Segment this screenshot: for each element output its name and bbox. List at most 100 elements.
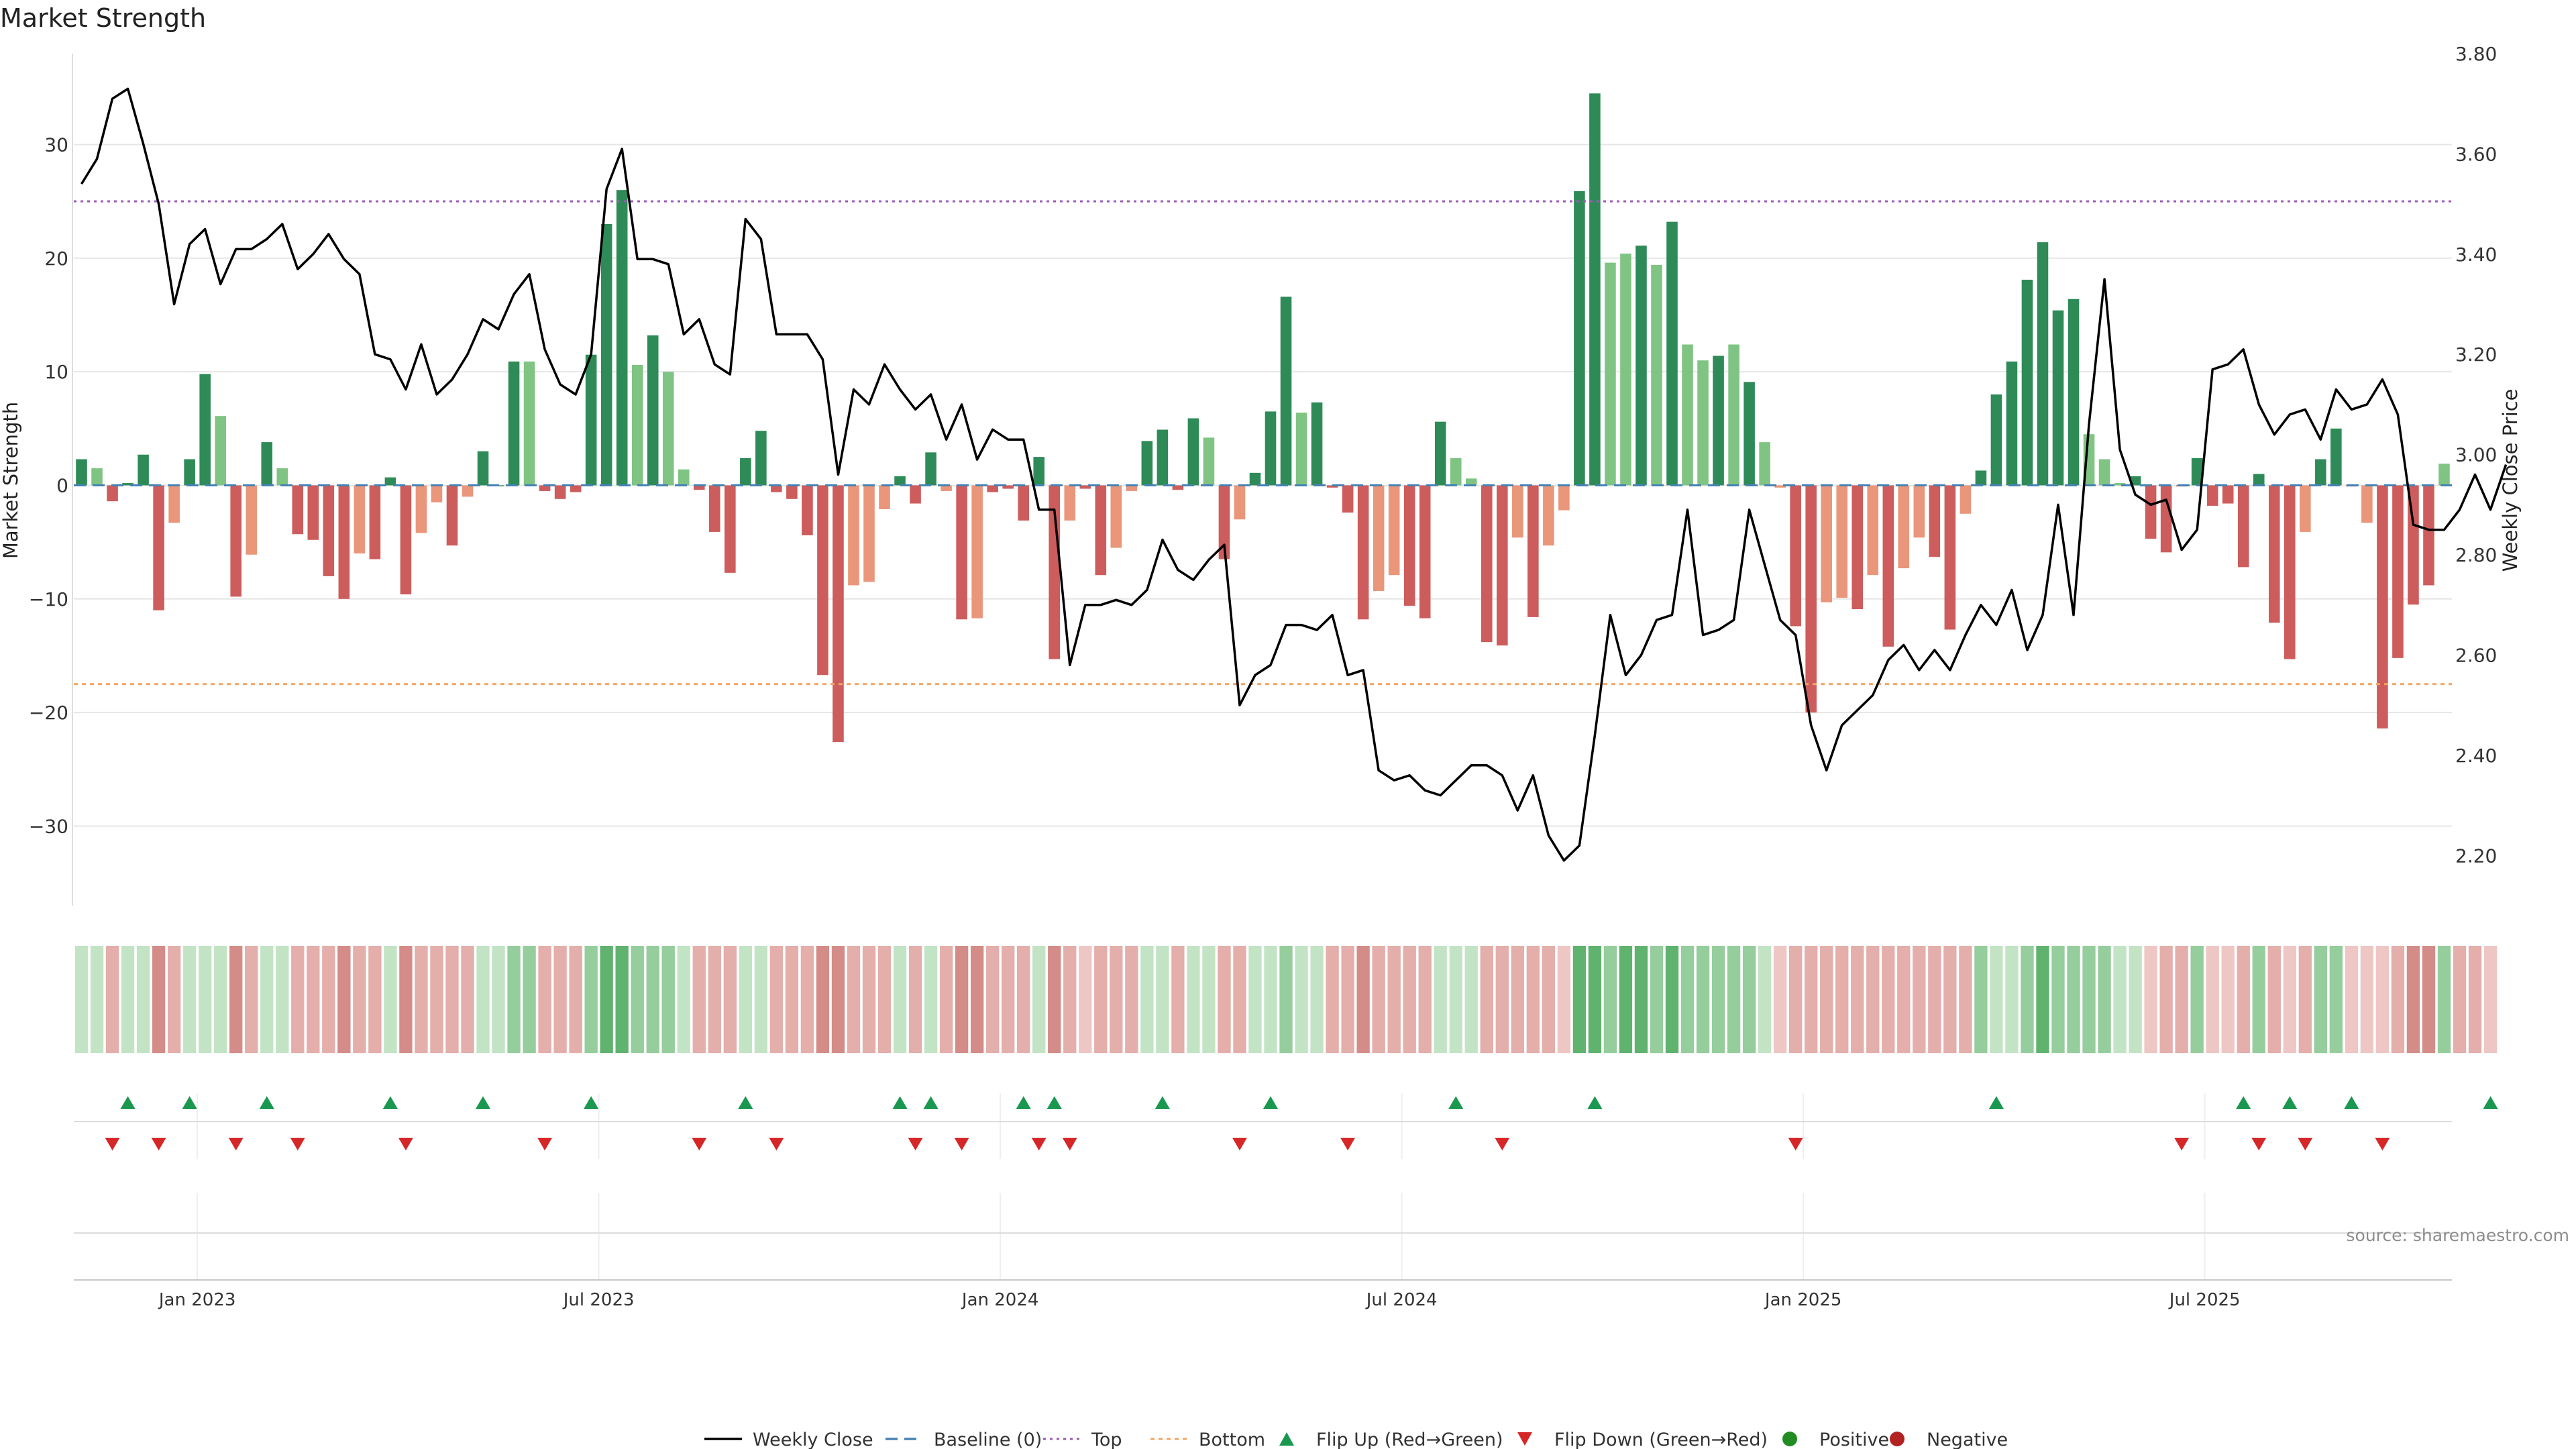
legend-label: Flip Up (Red→Green) xyxy=(1316,1430,1503,1449)
heat-cell xyxy=(2252,946,2265,1053)
strength-bar xyxy=(600,224,612,486)
strength-bar xyxy=(2330,428,2342,486)
heat-cell xyxy=(831,946,845,1053)
heat-cell xyxy=(800,946,814,1053)
strength-bar xyxy=(1342,485,1354,513)
strength-bar xyxy=(1944,485,1956,630)
strength-bar xyxy=(1295,413,1307,486)
strength-bar xyxy=(1743,382,1755,486)
heat-cell xyxy=(2267,946,2281,1053)
strength-bar xyxy=(2253,474,2265,486)
bottom-panel xyxy=(74,1232,2452,1281)
strength-bar xyxy=(740,458,751,486)
strength-bar xyxy=(971,485,983,619)
heat-cell xyxy=(445,946,459,1053)
x-tick-label: Jan 2024 xyxy=(961,1290,1039,1310)
flip-up-marker xyxy=(923,1096,938,1109)
heat-cell xyxy=(908,946,922,1053)
strength-bar xyxy=(585,354,597,486)
heat-cell xyxy=(1202,946,1216,1053)
weekly-close-line xyxy=(80,87,2508,862)
strength-bar xyxy=(848,485,859,586)
y2-tick-label: 2.80 xyxy=(2455,544,2497,566)
heat-cell xyxy=(399,946,413,1053)
strength-bar xyxy=(354,485,366,554)
heat-cell xyxy=(1742,946,1756,1053)
heat-cell xyxy=(1835,946,1849,1053)
strength-bar xyxy=(2098,459,2110,486)
flip-down-marker xyxy=(228,1138,244,1150)
heat-cell xyxy=(2005,946,2019,1053)
strength-bar xyxy=(1110,485,1122,548)
flip-down-marker xyxy=(2298,1138,2313,1150)
heat-cell xyxy=(2437,946,2451,1053)
heat-cell xyxy=(2129,946,2142,1053)
flip-up-marker xyxy=(382,1096,398,1109)
heat-cell xyxy=(182,946,197,1053)
flip-up-marker xyxy=(1988,1096,2004,1109)
heat-cell xyxy=(229,946,243,1053)
strength-bar xyxy=(199,374,211,486)
legend: Weekly Close Baseline (0) Top Bottom Flip Up… xyxy=(704,1430,2008,1449)
legend-label: Positive xyxy=(1819,1430,1889,1449)
heat-cell xyxy=(368,946,382,1053)
flip-markers-panel xyxy=(74,1096,2498,1150)
strength-bar xyxy=(863,485,875,582)
heat-cell xyxy=(2283,946,2296,1053)
strength-bar xyxy=(184,459,195,486)
strength-bar xyxy=(1218,485,1230,559)
strength-bar xyxy=(1589,93,1601,486)
flip-down-marker xyxy=(537,1138,553,1150)
strength-bar xyxy=(2237,485,2249,568)
strength-bar xyxy=(91,468,103,486)
heat-cell xyxy=(1110,946,1123,1053)
strength-bar xyxy=(1234,485,1246,520)
heat-cell xyxy=(136,946,150,1053)
heat-cell xyxy=(754,946,768,1053)
legend-flip-down-swatch xyxy=(1517,1432,1532,1446)
y-tick-label: 10 xyxy=(44,361,68,383)
heat-cell xyxy=(2345,946,2359,1053)
strength-bar xyxy=(1249,472,1261,486)
heat-cell xyxy=(74,946,89,1053)
strength-bar xyxy=(1790,485,1801,627)
y2-tick-label: 3.60 xyxy=(2455,143,2497,165)
strength-bar xyxy=(1527,485,1539,617)
grid-layer xyxy=(72,54,2452,1280)
legend-flip-up-swatch xyxy=(1279,1432,1294,1446)
heat-cell xyxy=(105,946,119,1053)
y2-tick-label: 2.20 xyxy=(2455,845,2497,867)
strength-bar xyxy=(2206,485,2218,506)
flip-down-marker xyxy=(1788,1138,1803,1150)
heat-cell xyxy=(2144,946,2157,1053)
heat-cell xyxy=(2406,946,2420,1053)
strength-bar xyxy=(2021,279,2033,486)
flip-down-marker xyxy=(1062,1138,1077,1150)
heat-cell xyxy=(353,946,366,1053)
heat-cell xyxy=(615,946,629,1053)
heat-cell xyxy=(152,946,166,1053)
flip-up-marker xyxy=(1263,1096,1279,1109)
strength-bar xyxy=(1713,356,1724,486)
heat-cell xyxy=(1851,946,1864,1053)
heat-cell xyxy=(847,946,861,1053)
heat-cell xyxy=(2453,946,2467,1053)
heat-cell xyxy=(1928,946,1941,1053)
strength-bar xyxy=(1805,485,1817,713)
legend-item: Flip Up (Red→Green) xyxy=(1279,1430,1503,1449)
legend-label: Weekly Close xyxy=(753,1430,873,1449)
heat-cell xyxy=(1079,946,1092,1053)
strength-bar xyxy=(2006,361,2018,486)
strength-bar xyxy=(1265,411,1277,486)
flip-down-marker xyxy=(1232,1138,1247,1150)
heat-cell xyxy=(1959,946,1972,1053)
flip-up-marker xyxy=(2344,1096,2359,1109)
heat-cell xyxy=(553,946,567,1053)
heat-cell xyxy=(1526,946,1540,1053)
strength-bar xyxy=(2191,458,2203,486)
flip-up-marker xyxy=(182,1096,197,1109)
heat-cell xyxy=(739,946,753,1053)
strength-bar xyxy=(369,485,381,559)
strength-bar xyxy=(1033,457,1045,486)
heat-cell xyxy=(384,946,397,1053)
